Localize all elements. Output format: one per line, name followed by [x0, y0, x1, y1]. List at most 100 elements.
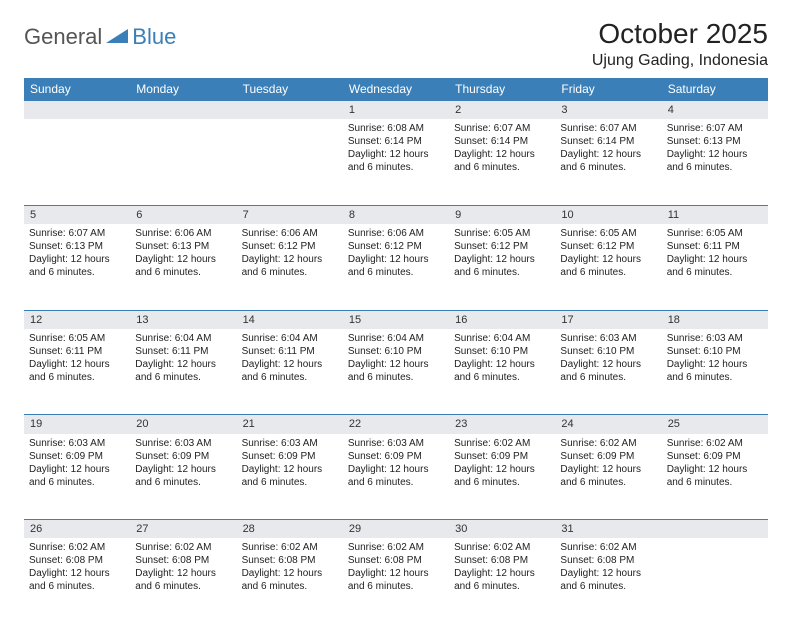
day-sunset: Sunset: 6:09 PM	[135, 450, 231, 463]
day-content-row: Sunrise: 6:05 AMSunset: 6:11 PMDaylight:…	[24, 329, 768, 415]
day-cell: Sunrise: 6:02 AMSunset: 6:08 PMDaylight:…	[24, 538, 130, 624]
day-sunrise: Sunrise: 6:02 AM	[454, 541, 550, 554]
day-sunset: Sunset: 6:10 PM	[560, 345, 656, 358]
day-sunset: Sunset: 6:11 PM	[242, 345, 338, 358]
header: General Blue October 2025 Ujung Gading, …	[24, 18, 768, 70]
day-day1: Daylight: 12 hours	[560, 567, 656, 580]
day-sunset: Sunset: 6:13 PM	[29, 240, 125, 253]
day-number: 7	[237, 205, 343, 224]
day-number: 6	[130, 205, 236, 224]
day-cell: Sunrise: 6:07 AMSunset: 6:14 PMDaylight:…	[555, 119, 661, 205]
day-cell	[662, 538, 768, 624]
day-number: 17	[555, 310, 661, 329]
day-day2: and 6 minutes.	[242, 580, 338, 593]
day-day2: and 6 minutes.	[348, 580, 444, 593]
day-day2: and 6 minutes.	[560, 161, 656, 174]
day-sunset: Sunset: 6:14 PM	[454, 135, 550, 148]
day-cell: Sunrise: 6:04 AMSunset: 6:11 PMDaylight:…	[130, 329, 236, 415]
day-cell: Sunrise: 6:03 AMSunset: 6:09 PMDaylight:…	[343, 434, 449, 520]
day-day2: and 6 minutes.	[560, 580, 656, 593]
weekday-header: Monday	[130, 78, 236, 101]
day-sunrise: Sunrise: 6:03 AM	[348, 437, 444, 450]
daynum-row: 19202122232425	[24, 415, 768, 434]
day-cell: Sunrise: 6:02 AMSunset: 6:08 PMDaylight:…	[555, 538, 661, 624]
day-number: 8	[343, 205, 449, 224]
day-sunrise: Sunrise: 6:05 AM	[667, 227, 763, 240]
day-day2: and 6 minutes.	[667, 266, 763, 279]
day-day1: Daylight: 12 hours	[667, 463, 763, 476]
day-sunrise: Sunrise: 6:02 AM	[135, 541, 231, 554]
weekday-header: Sunday	[24, 78, 130, 101]
day-day1: Daylight: 12 hours	[348, 463, 444, 476]
day-number: 28	[237, 520, 343, 539]
day-sunset: Sunset: 6:08 PM	[560, 554, 656, 567]
day-day2: and 6 minutes.	[348, 476, 444, 489]
day-number: 25	[662, 415, 768, 434]
day-sunset: Sunset: 6:10 PM	[454, 345, 550, 358]
day-sunrise: Sunrise: 6:08 AM	[348, 122, 444, 135]
day-day1: Daylight: 12 hours	[29, 567, 125, 580]
day-sunset: Sunset: 6:14 PM	[560, 135, 656, 148]
day-day2: and 6 minutes.	[29, 476, 125, 489]
weekday-header: Thursday	[449, 78, 555, 101]
day-sunset: Sunset: 6:11 PM	[135, 345, 231, 358]
day-day2: and 6 minutes.	[667, 161, 763, 174]
day-sunrise: Sunrise: 6:07 AM	[560, 122, 656, 135]
day-number	[24, 101, 130, 120]
day-content-row: Sunrise: 6:02 AMSunset: 6:08 PMDaylight:…	[24, 538, 768, 624]
day-sunset: Sunset: 6:08 PM	[29, 554, 125, 567]
day-number: 20	[130, 415, 236, 434]
day-day1: Daylight: 12 hours	[454, 253, 550, 266]
day-day2: and 6 minutes.	[454, 371, 550, 384]
day-day2: and 6 minutes.	[135, 371, 231, 384]
day-cell: Sunrise: 6:02 AMSunset: 6:09 PMDaylight:…	[449, 434, 555, 520]
day-day1: Daylight: 12 hours	[454, 358, 550, 371]
day-number: 4	[662, 101, 768, 120]
day-day2: and 6 minutes.	[242, 371, 338, 384]
day-day2: and 6 minutes.	[454, 266, 550, 279]
day-sunrise: Sunrise: 6:02 AM	[560, 541, 656, 554]
day-content-row: Sunrise: 6:08 AM Sunset: 6:14 PM Daylight:…	[24, 119, 768, 205]
day-day1: Daylight: 12 hours	[135, 567, 231, 580]
day-day2: and 6 minutes.	[454, 580, 550, 593]
day-number: 29	[343, 520, 449, 539]
day-day2: and 6 minutes.	[135, 266, 231, 279]
day-sunrise: Sunrise: 6:06 AM	[135, 227, 231, 240]
day-sunset: Sunset: 6:09 PM	[29, 450, 125, 463]
day-day2: and 6 minutes.	[667, 476, 763, 489]
day-sunrise: Sunrise: 6:03 AM	[135, 437, 231, 450]
day-number: 15	[343, 310, 449, 329]
location-label: Ujung Gading, Indonesia	[592, 52, 768, 70]
logo-text-general: General	[24, 24, 102, 50]
day-sunrise: Sunrise: 6:03 AM	[667, 332, 763, 345]
day-cell: Sunrise: 6:08 AMSunset: 6:14 PMDaylight:…	[343, 119, 449, 205]
day-sunset: Sunset: 6:09 PM	[560, 450, 656, 463]
day-day1: Daylight: 12 hours	[560, 463, 656, 476]
triangle-icon	[106, 27, 128, 48]
day-sunrise: Sunrise: 6:04 AM	[242, 332, 338, 345]
logo-text-blue: Blue	[132, 24, 176, 50]
day-sunset: Sunset: 6:08 PM	[135, 554, 231, 567]
day-number	[237, 101, 343, 120]
day-cell	[130, 119, 236, 205]
day-day2: and 6 minutes.	[348, 161, 444, 174]
day-day1: Daylight: 12 hours	[560, 253, 656, 266]
day-day1: Daylight: 12 hours	[135, 253, 231, 266]
weekday-header: Friday	[555, 78, 661, 101]
day-sunrise: Sunrise: 6:02 AM	[560, 437, 656, 450]
day-number: 1	[343, 101, 449, 120]
day-number	[130, 101, 236, 120]
day-day1: Daylight: 12 hours	[29, 463, 125, 476]
day-sunset: Sunset: 6:13 PM	[135, 240, 231, 253]
weekday-header-row: Sunday Monday Tuesday Wednesday Thursday…	[24, 78, 768, 101]
day-number: 21	[237, 415, 343, 434]
daynum-row: 12131415161718	[24, 310, 768, 329]
day-number: 11	[662, 205, 768, 224]
day-sunset: Sunset: 6:12 PM	[454, 240, 550, 253]
day-day1: Daylight: 12 hours	[135, 463, 231, 476]
weekday-header: Wednesday	[343, 78, 449, 101]
day-number: 26	[24, 520, 130, 539]
day-cell: Sunrise: 6:03 AMSunset: 6:10 PMDaylight:…	[662, 329, 768, 415]
day-day1: Daylight: 12 hours	[348, 148, 444, 161]
day-day2: and 6 minutes.	[348, 371, 444, 384]
